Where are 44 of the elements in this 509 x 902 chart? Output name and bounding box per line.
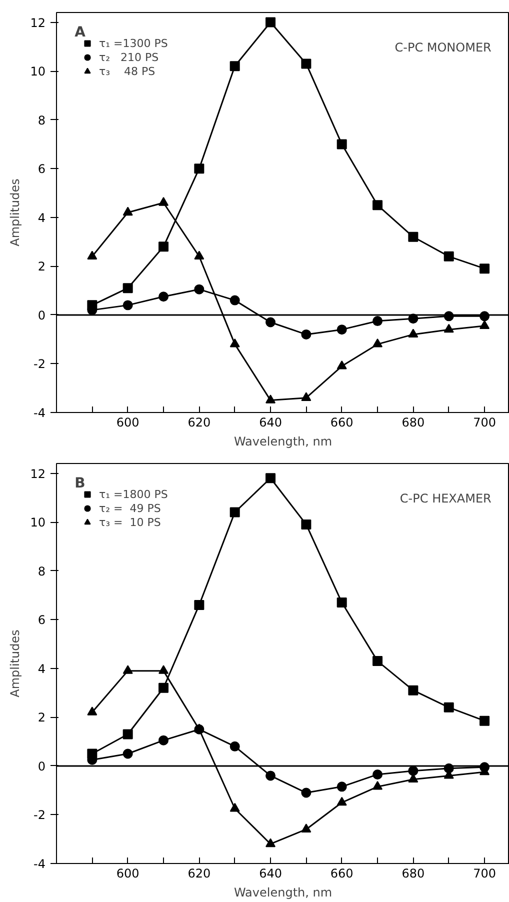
annotation: C-PC HEXAMER [400, 492, 492, 506]
legend-label: τ₃ 48 PS [99, 64, 156, 78]
y-tick-label: -2 [34, 357, 46, 372]
x-tick-label: 620 [188, 866, 211, 880]
y-tick-label: 6 [38, 613, 46, 628]
x-axis-title: Wavelength, nm [234, 434, 332, 448]
y-tick-label: 8 [38, 113, 46, 128]
legend-label: τ₂ = 49 PS [99, 502, 161, 514]
y-tick-label: 4 [38, 210, 46, 225]
x-tick-label: 600 [116, 416, 140, 430]
y-tick-label: 12 [30, 16, 46, 30]
y-tick-label: 0 [38, 759, 46, 774]
x-tick-label: 700 [473, 416, 496, 430]
y-axis-title: Amplitudes [8, 630, 22, 698]
x-tick-label: 660 [330, 416, 354, 430]
x-axis-title: Wavelength, nm [234, 886, 332, 900]
annotation: A [74, 24, 86, 40]
annotation: C-PC MONOMER [394, 40, 492, 54]
x-tick-label: 640 [259, 866, 282, 880]
y-tick-label: 2 [38, 710, 46, 725]
y-tick-label: 0 [38, 308, 46, 322]
legend-label: τ₃ = 10 PS [99, 516, 161, 528]
legend-label: τ₂ 210 PS [99, 50, 159, 64]
y-tick-label: 4 [38, 662, 46, 676]
x-tick-label: 620 [188, 416, 211, 430]
y-tick-label: -4 [34, 406, 46, 420]
y-tick-label: 2 [38, 260, 46, 274]
y-tick-label: 6 [38, 162, 46, 176]
x-tick-label: 700 [473, 866, 496, 880]
y-tick-label: 8 [38, 564, 46, 578]
y-tick-label: 10 [30, 64, 46, 79]
annotation: B [74, 476, 86, 492]
x-tick-label: 680 [402, 866, 425, 880]
x-tick-label: 640 [259, 416, 282, 430]
y-tick-label: -2 [34, 808, 46, 822]
legend-label: τ₁ =1300 PS [99, 36, 168, 50]
x-tick-label: 660 [330, 866, 354, 880]
y-axis-title: Amplitudes [8, 178, 22, 246]
x-tick-label: 680 [402, 416, 425, 430]
y-tick-label: 12 [30, 466, 46, 481]
legend-label: τ₁ =1800 PS [99, 488, 168, 500]
y-tick-label: -4 [34, 857, 46, 871]
y-tick-label: 10 [30, 516, 46, 530]
x-tick-label: 600 [116, 866, 140, 880]
